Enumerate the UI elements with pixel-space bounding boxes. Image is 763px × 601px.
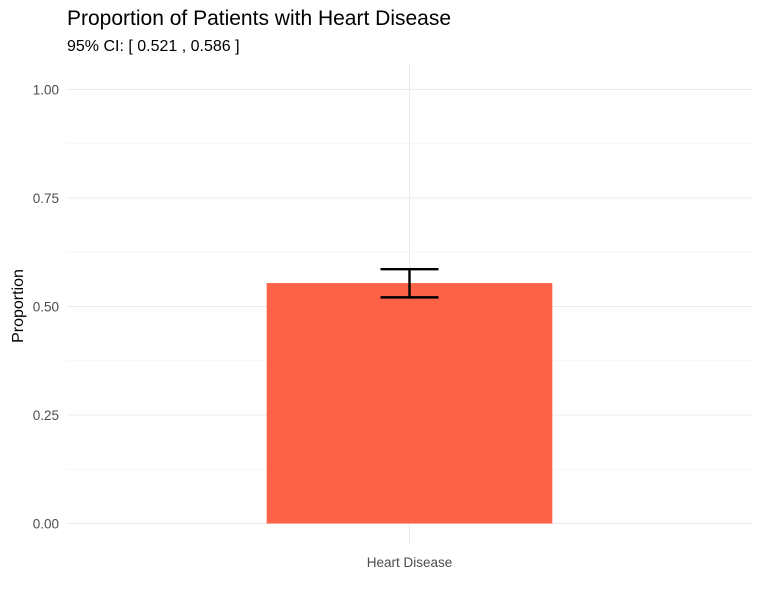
y-tick-label: 0.25 [33,408,59,423]
y-tick-label: 0.00 [33,517,59,532]
y-tick-label: 0.75 [33,191,59,206]
chart-subtitle: 95% CI: [ 0.521 , 0.586 ] [67,38,240,55]
y-tick-label: 1.00 [33,83,59,98]
error-bar [380,267,439,299]
y-tick-label: 0.50 [33,300,59,315]
x-tick-label: Heart Disease [367,555,453,570]
bar-layer [266,283,553,524]
x-tick-labels: Heart Disease [367,555,453,570]
y-axis-title: Proportion [10,269,27,343]
error-bar-layer [380,267,439,299]
y-tick-labels: 0.00 0.25 0.50 0.75 1.00 [33,83,59,532]
bar-heart-disease [266,283,553,524]
chart-title: Proportion of Patients with Heart Diseas… [67,7,452,30]
